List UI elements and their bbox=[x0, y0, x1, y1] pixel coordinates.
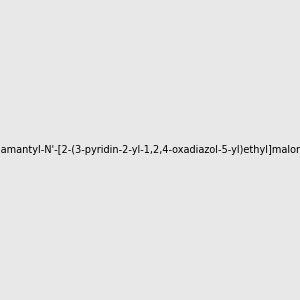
Text: N-1-adamantyl-N'-[2-(3-pyridin-2-yl-1,2,4-oxadiazol-5-yl)ethyl]malonamide: N-1-adamantyl-N'-[2-(3-pyridin-2-yl-1,2,… bbox=[0, 145, 300, 155]
